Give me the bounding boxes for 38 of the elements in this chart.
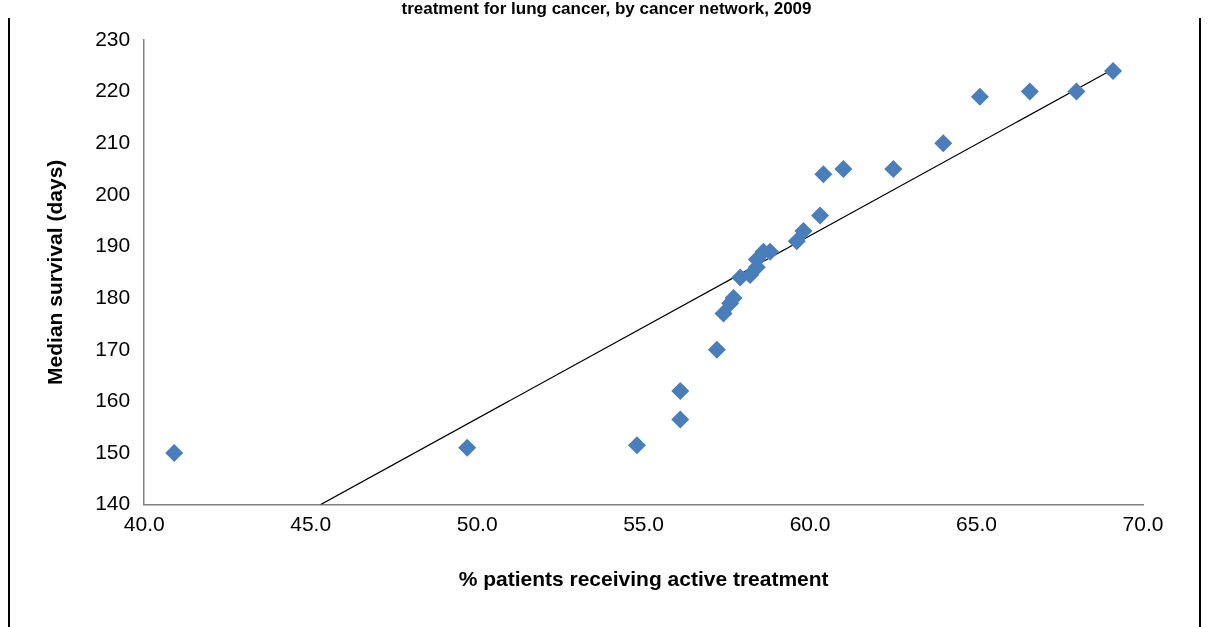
point	[814, 165, 833, 184]
y-tick-label: 230	[95, 26, 131, 50]
y-tick-label: 200	[95, 181, 131, 205]
y-tick-label: 140	[95, 491, 131, 515]
point	[834, 160, 853, 179]
x-axis-title: % patients receiving active treatment	[458, 567, 829, 591]
x-tick-label: 55.0	[623, 512, 665, 535]
y-tick-label: 190	[95, 233, 131, 257]
point	[787, 232, 806, 251]
y-tick-label: 210	[95, 130, 131, 154]
point	[671, 410, 690, 429]
point	[884, 160, 903, 179]
point	[714, 304, 733, 323]
point	[458, 438, 477, 457]
point	[934, 134, 953, 153]
y-axis-title: Median survival (days)	[43, 159, 67, 385]
point	[1104, 61, 1123, 80]
y-tick-label: 220	[95, 78, 131, 102]
x-tick-label: 60.0	[789, 512, 831, 535]
x-tick-label: 50.0	[456, 512, 498, 535]
y-tick-label: 160	[95, 388, 131, 412]
x-tick-label: 40.0	[123, 512, 165, 535]
point	[970, 87, 989, 106]
point	[1067, 82, 1086, 101]
point	[627, 436, 646, 455]
point	[165, 443, 184, 462]
point	[1020, 82, 1039, 101]
chart-title: treatment for lung cancer, by cancer network, 2009	[0, 0, 1213, 18]
x-tick-label: 65.0	[956, 512, 997, 535]
point	[811, 206, 830, 225]
point	[794, 222, 813, 240]
x-tick-label: 70.0	[1122, 512, 1164, 535]
y-tick-label: 150	[95, 439, 131, 463]
point	[671, 382, 690, 401]
point	[707, 340, 726, 359]
y-tick-label: 170	[95, 336, 131, 360]
y-tick-label: 180	[95, 284, 131, 308]
x-tick-label: 45.0	[290, 512, 332, 535]
